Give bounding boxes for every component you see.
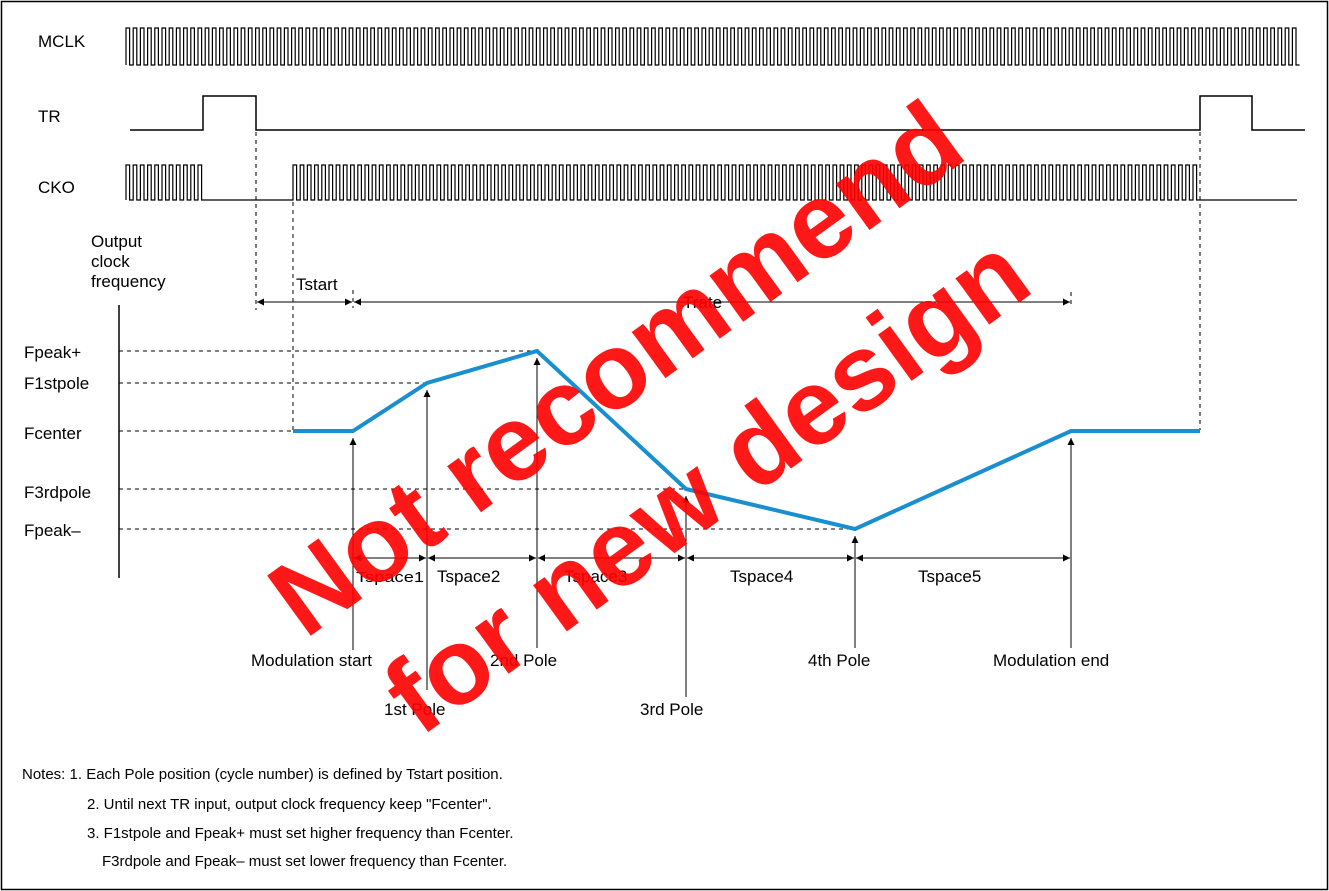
signal-label-cko: CKO bbox=[38, 178, 75, 197]
fourth-pole-label: 4th Pole bbox=[808, 651, 870, 670]
note-2: 2. Until next TR input, output clock fre… bbox=[87, 796, 492, 813]
tstart-label: Tstart bbox=[296, 275, 338, 294]
level-label-fpeak-plus: Fpeak+ bbox=[24, 343, 81, 362]
level-label-f3rdpole: F3rdpole bbox=[24, 483, 91, 502]
cko-waveform bbox=[126, 165, 1297, 200]
tr-waveform bbox=[130, 96, 1305, 130]
watermark: Not recommend for new design bbox=[247, 77, 1050, 756]
mclk-waveform bbox=[126, 28, 1300, 65]
signal-label-mclk: MCLK bbox=[38, 32, 86, 51]
level-label-fcenter: Fcenter bbox=[24, 424, 82, 443]
tspace4-label: Tspace4 bbox=[730, 567, 793, 586]
level-label-f1stpole: F1stpole bbox=[24, 374, 89, 393]
note-4: F3rdpole and Fpeak– must set lower frequ… bbox=[102, 853, 507, 870]
level-label-fpeak-minus: Fpeak– bbox=[24, 521, 81, 540]
modulation-start-label: Modulation start bbox=[251, 651, 372, 670]
note-1: Notes: 1. Each Pole position (cycle numb… bbox=[22, 766, 503, 783]
note-3: 3. F1stpole and Fpeak+ must set higher f… bbox=[87, 825, 514, 842]
frequency-axis-label: Output clock frequency bbox=[91, 232, 166, 291]
tspace5-label: Tspace5 bbox=[918, 567, 981, 586]
third-pole-label: 3rd Pole bbox=[640, 700, 703, 719]
signal-label-tr: TR bbox=[38, 107, 61, 126]
modulation-end-label: Modulation end bbox=[993, 651, 1109, 670]
